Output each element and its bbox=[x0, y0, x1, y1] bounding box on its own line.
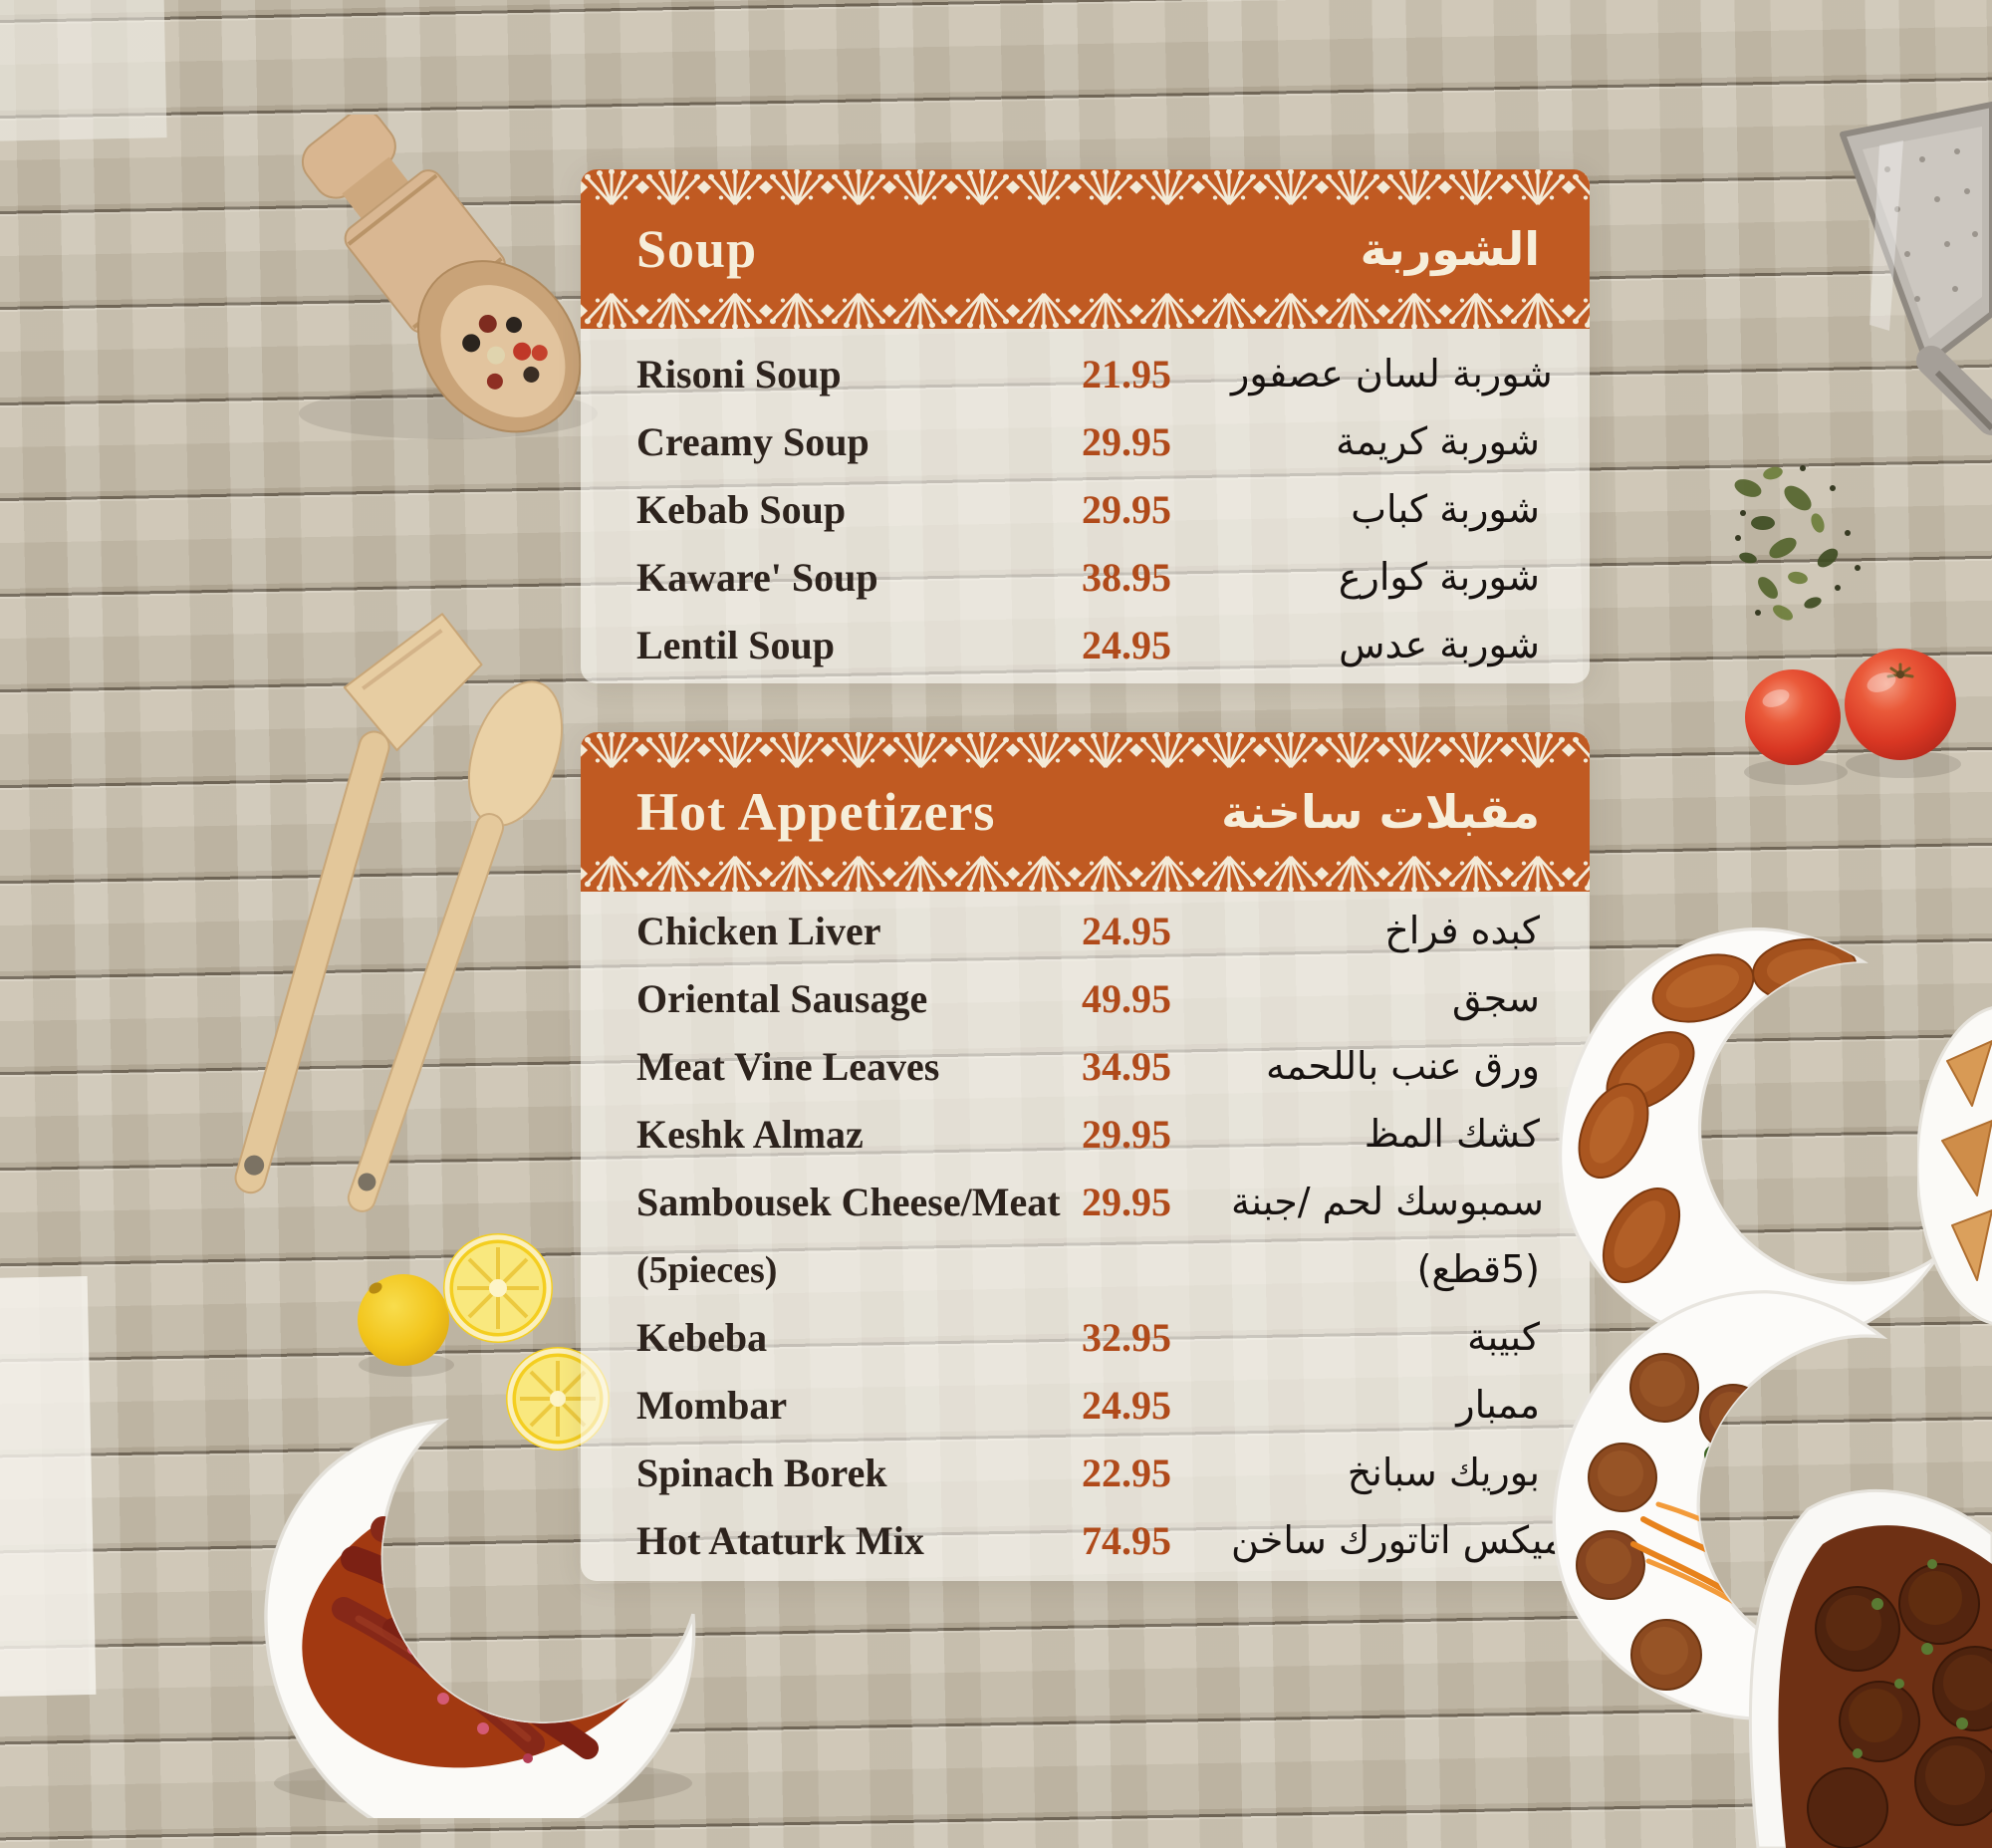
item-price: 74.95 bbox=[1082, 1518, 1171, 1563]
item-name-english: Spinach Borek bbox=[636, 1451, 887, 1495]
item-name-arabic: سجق bbox=[1451, 976, 1540, 1021]
light-plank-top-left bbox=[0, 0, 167, 141]
item-name-arabic: كبيبة bbox=[1467, 1315, 1540, 1360]
photo-metal-grater bbox=[1840, 102, 1992, 435]
stewed-meat bbox=[1807, 1563, 1992, 1848]
hot-appetizers-items-list: Chicken Liver 24.95 كبده فراخ Oriental S… bbox=[581, 898, 1590, 1575]
item-name-arabic: شوربة كريمة bbox=[1336, 419, 1540, 464]
menu-item-row: Kaware' Soup 38.95 شوربة كوارع bbox=[581, 544, 1590, 612]
item-name-arabic: بوريك سبانخ bbox=[1347, 1451, 1540, 1495]
item-name-english: Creamy Soup bbox=[636, 419, 870, 464]
photo-kibbeh-crescent-plate bbox=[1554, 926, 1981, 1365]
item-price: 29.95 bbox=[1082, 419, 1171, 464]
item-name-arabic: سمبوسك لحم /جبنة bbox=[1231, 1180, 1544, 1224]
item-name-english: Keshk Almaz bbox=[636, 1112, 864, 1157]
item-name-english: Risoni Soup bbox=[636, 352, 842, 396]
item-note-english: (5pieces) bbox=[636, 1249, 778, 1291]
menu-item-note-row: (5pieces) (5قطع) bbox=[581, 1236, 1590, 1304]
menu-item-row: Kebab Soup 29.95 شوربة كباب bbox=[581, 476, 1590, 544]
photo-kofta-crescent-plate bbox=[1549, 1290, 1992, 1761]
photo-wooden-spice-scoop bbox=[299, 115, 598, 439]
item-name-english: Chicken Liver bbox=[636, 909, 881, 953]
menu-item-row: Chicken Liver 24.95 كبده فراخ bbox=[581, 898, 1590, 965]
white-plank-bottom-left bbox=[0, 1275, 97, 1698]
photo-lemons bbox=[358, 1233, 610, 1451]
soup-banner: Soup الشوربة bbox=[581, 169, 1590, 329]
section-title-arabic: الشوربة bbox=[1360, 222, 1540, 276]
item-price: 38.95 bbox=[1082, 555, 1171, 600]
lace-border-icon bbox=[581, 732, 1590, 768]
photo-wooden-spatulas bbox=[234, 613, 564, 1212]
photo-herb-sprigs bbox=[1734, 465, 1861, 621]
lemon-slice bbox=[443, 1233, 553, 1343]
menu-item-row: Creamy Soup 29.95 شوربة كريمة bbox=[581, 408, 1590, 476]
item-name-english: Hot Ataturk Mix bbox=[636, 1518, 924, 1563]
item-price: 24.95 bbox=[1082, 1383, 1171, 1428]
hot-appetizers-section-panel: Hot Appetizers مقبلات ساخنة Chicken Live… bbox=[581, 732, 1590, 1581]
item-name-english: Oriental Sausage bbox=[636, 976, 928, 1021]
menu-item-row: Hot Ataturk Mix 74.95 ميكس اتاتورك ساخن bbox=[581, 1507, 1590, 1575]
menu-item-row: Risoni Soup 21.95 شوربة لسان عصفور bbox=[581, 341, 1590, 408]
item-price: 49.95 bbox=[1082, 976, 1171, 1021]
section-title-english: Soup bbox=[636, 219, 758, 279]
item-name-english: Kebeba bbox=[636, 1315, 768, 1360]
item-price: 29.95 bbox=[1082, 487, 1171, 532]
item-name-arabic: ورق عنب باللحمه bbox=[1266, 1044, 1540, 1089]
item-name-english: Kebab Soup bbox=[636, 487, 847, 532]
photo-sambousek-plate-edge bbox=[1917, 1006, 1992, 1325]
item-price: 24.95 bbox=[1082, 623, 1171, 667]
item-name-english: Mombar bbox=[636, 1383, 788, 1428]
item-price: 29.95 bbox=[1082, 1180, 1171, 1224]
menu-item-row: Lentil Soup 24.95 شوربة عدس bbox=[581, 612, 1590, 679]
item-price: 22.95 bbox=[1082, 1451, 1171, 1495]
item-price: 29.95 bbox=[1082, 1112, 1171, 1157]
item-price: 34.95 bbox=[1082, 1044, 1171, 1089]
item-name-arabic: شوربة كباب bbox=[1351, 487, 1540, 532]
menu-item-row: Keshk Almaz 29.95 كشك المظ bbox=[581, 1101, 1590, 1169]
photo-sausage-crescent-bowl bbox=[234, 1400, 732, 1818]
lace-border-icon bbox=[581, 293, 1590, 329]
lace-border-icon bbox=[581, 856, 1590, 892]
item-name-arabic: ميكس اتاتورك ساخن bbox=[1231, 1518, 1564, 1563]
item-name-arabic: ممبار bbox=[1456, 1383, 1540, 1428]
item-name-arabic: شوربة لسان عصفور bbox=[1231, 352, 1553, 396]
hot-appetizers-banner: Hot Appetizers مقبلات ساخنة bbox=[581, 732, 1590, 892]
section-title-arabic: مقبلات ساخنة bbox=[1221, 785, 1540, 839]
item-name-english: Lentil Soup bbox=[636, 623, 835, 667]
soup-items-list: Risoni Soup 21.95 شوربة لسان عصفور Cream… bbox=[581, 341, 1590, 679]
soup-section-panel: Soup الشوربة Risoni Soup 21.95 شوربة لسا… bbox=[581, 169, 1590, 683]
parsley-garnish bbox=[1853, 1559, 1968, 1758]
item-name-english: Sambousek Cheese/Meat bbox=[636, 1180, 1061, 1224]
menu-item-row: Mombar 24.95 ممبار bbox=[581, 1372, 1590, 1440]
menu-item-row: Meat Vine Leaves 34.95 ورق عنب باللحمه bbox=[581, 1033, 1590, 1101]
item-name-arabic: كبده فراخ bbox=[1384, 909, 1540, 953]
photo-meat-stew-bowl bbox=[1748, 1488, 1992, 1848]
item-name-english: Kaware' Soup bbox=[636, 555, 878, 600]
item-price: 24.95 bbox=[1082, 909, 1171, 953]
item-name-arabic: كشك المظ bbox=[1364, 1112, 1540, 1157]
peppercorns bbox=[462, 314, 548, 390]
section-title-english: Hot Appetizers bbox=[636, 782, 996, 842]
item-name-english: Meat Vine Leaves bbox=[636, 1044, 940, 1089]
item-note-arabic: (5قطع) bbox=[1416, 1247, 1540, 1292]
menu-item-row: Kebeba 32.95 كبيبة bbox=[581, 1304, 1590, 1372]
lace-border-icon bbox=[581, 169, 1590, 205]
item-price: 21.95 bbox=[1082, 352, 1171, 396]
menu-item-row: Sambousek Cheese/Meat 29.95 سمبوسك لحم /… bbox=[581, 1169, 1590, 1236]
menu-item-row: Oriental Sausage 49.95 سجق bbox=[581, 965, 1590, 1033]
item-name-arabic: شوربة كوارع bbox=[1338, 555, 1540, 600]
parsley-garnish bbox=[1733, 1077, 1799, 1192]
item-name-arabic: شوربة عدس bbox=[1339, 623, 1540, 667]
menu-item-row: Spinach Borek 22.95 بوريك سبانخ bbox=[581, 1440, 1590, 1507]
photo-tomatoes bbox=[1744, 649, 1961, 785]
item-price: 32.95 bbox=[1082, 1315, 1171, 1360]
